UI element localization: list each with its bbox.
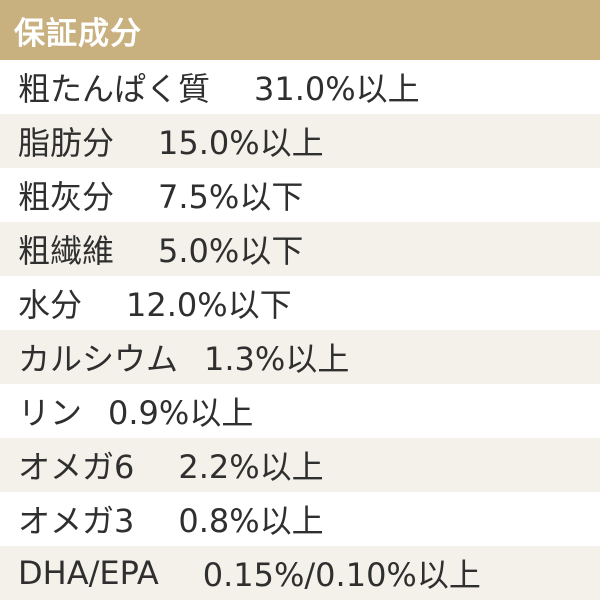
panel-title: 保証成分 bbox=[14, 15, 142, 52]
nutrient-value: 2.2%以上 bbox=[178, 448, 324, 486]
nutrient-row-moisture: 水分 12.0%以下 bbox=[0, 276, 600, 330]
nutrient-name: オメガ6 bbox=[18, 448, 135, 486]
nutrient-name: DHA/EPA bbox=[18, 554, 159, 592]
panel-header: 保証成分 bbox=[0, 0, 600, 60]
nutrient-row-omega6: オメガ6 2.2%以上 bbox=[0, 438, 600, 492]
nutrient-value: 0.15%/0.10%以上 bbox=[202, 556, 481, 594]
nutrient-row-crude-protein: 粗たんぱく質 31.0%以上 bbox=[0, 60, 600, 114]
nutrient-value: 0.8%以上 bbox=[178, 502, 324, 540]
nutrient-row-calcium: カルシウム 1.3%以上 bbox=[0, 330, 600, 384]
nutrient-value: 31.0%以上 bbox=[254, 70, 420, 108]
nutrient-name: 粗灰分 bbox=[18, 178, 115, 216]
nutrient-row-fat: 脂肪分 15.0%以上 bbox=[0, 114, 600, 168]
nutrient-row-crude-fiber: 粗繊維 5.0%以下 bbox=[0, 222, 600, 276]
nutrient-name: 粗たんぱく質 bbox=[18, 70, 211, 108]
nutrient-value: 12.0%以下 bbox=[126, 286, 292, 324]
nutrient-row-omega3: オメガ3 0.8%以上 bbox=[0, 492, 600, 546]
nutrient-name: カルシウム bbox=[18, 340, 179, 378]
nutrient-name: 水分 bbox=[18, 286, 83, 324]
nutrient-row-crude-ash: 粗灰分 7.5%以下 bbox=[0, 168, 600, 222]
nutrient-list: 粗たんぱく質 31.0%以上 脂肪分 15.0%以上 粗灰分 7.5%以下 粗繊維 5.… bbox=[0, 60, 600, 600]
nutrient-value: 0.9%以上 bbox=[108, 394, 254, 432]
nutrient-row-phosphorus: リン 0.9%以上 bbox=[0, 384, 600, 438]
nutrient-value: 15.0%以上 bbox=[158, 124, 324, 162]
nutrient-name: リン bbox=[18, 394, 83, 432]
nutrient-value: 7.5%以下 bbox=[158, 178, 304, 216]
nutrient-value: 1.3%以上 bbox=[204, 340, 350, 378]
nutrient-row-dha-epa: DHA/EPA 0.15%/0.10%以上 bbox=[0, 546, 600, 600]
nutrient-value: 5.0%以下 bbox=[158, 232, 304, 270]
nutrient-name: オメガ3 bbox=[18, 502, 135, 540]
nutrient-name: 脂肪分 bbox=[18, 124, 115, 162]
nutrient-name: 粗繊維 bbox=[18, 232, 115, 270]
